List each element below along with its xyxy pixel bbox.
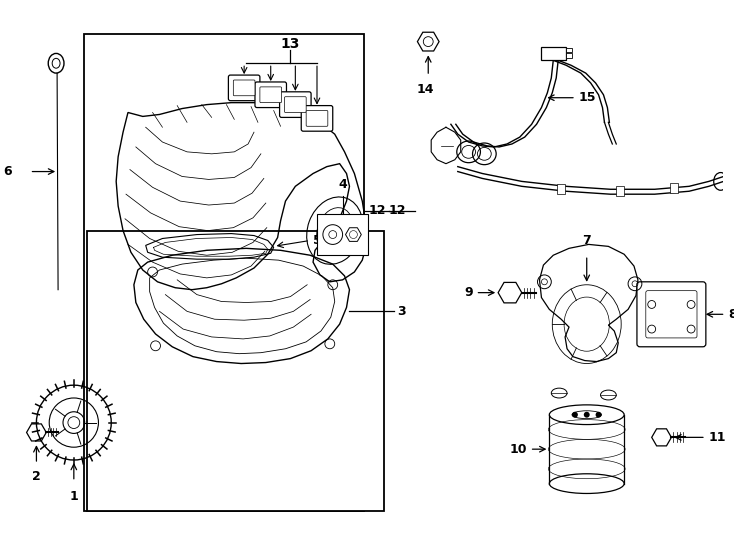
FancyBboxPatch shape: [637, 282, 706, 347]
Bar: [617, 186, 624, 196]
Text: 4: 4: [338, 178, 347, 191]
FancyBboxPatch shape: [228, 75, 260, 100]
FancyBboxPatch shape: [233, 80, 255, 96]
Circle shape: [595, 412, 601, 417]
Text: 1: 1: [70, 490, 79, 503]
Circle shape: [584, 412, 589, 417]
FancyBboxPatch shape: [255, 82, 286, 107]
Text: 7: 7: [582, 234, 591, 247]
Text: 9: 9: [464, 286, 473, 299]
Bar: [557, 184, 565, 194]
Text: 2: 2: [32, 470, 41, 483]
Text: 6: 6: [4, 165, 12, 178]
Text: 14: 14: [416, 83, 434, 96]
FancyBboxPatch shape: [306, 111, 328, 126]
Text: 10: 10: [509, 443, 527, 456]
FancyBboxPatch shape: [646, 291, 697, 338]
Bar: [566, 53, 572, 58]
FancyBboxPatch shape: [301, 106, 333, 131]
Text: 11: 11: [709, 431, 727, 444]
Bar: [84, 33, 364, 511]
Text: 8: 8: [729, 308, 734, 321]
Text: 12: 12: [389, 205, 407, 218]
Text: 12: 12: [368, 205, 386, 218]
FancyBboxPatch shape: [280, 92, 311, 117]
Text: 5: 5: [313, 234, 321, 247]
Bar: [670, 184, 678, 193]
Text: 13: 13: [280, 37, 300, 51]
Text: 15: 15: [579, 91, 596, 104]
Bar: [566, 48, 572, 52]
Circle shape: [572, 412, 578, 417]
Bar: [542, 46, 566, 60]
FancyBboxPatch shape: [285, 97, 306, 112]
Bar: [317, 214, 368, 255]
Text: 3: 3: [397, 305, 405, 318]
FancyBboxPatch shape: [260, 87, 282, 103]
Bar: [87, 231, 384, 511]
